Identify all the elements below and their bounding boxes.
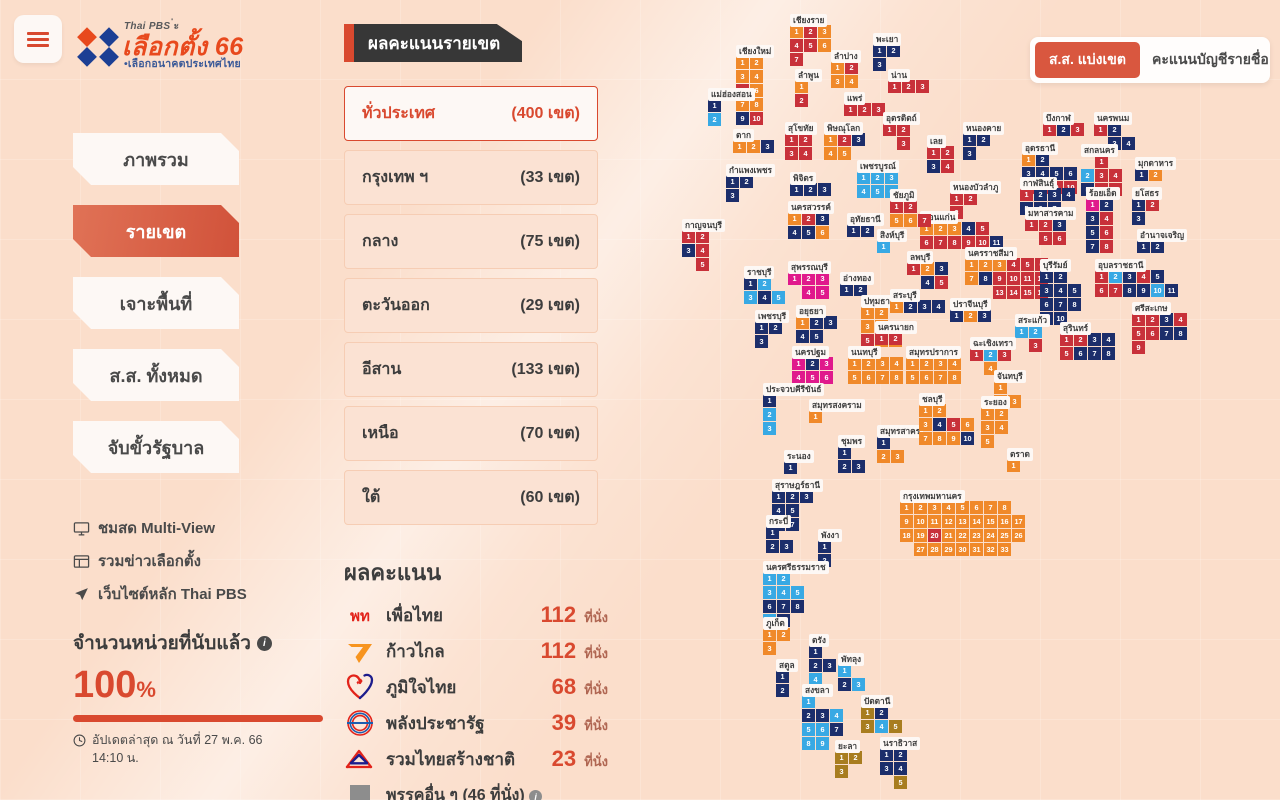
svg-text:พท: พท — [350, 608, 370, 625]
